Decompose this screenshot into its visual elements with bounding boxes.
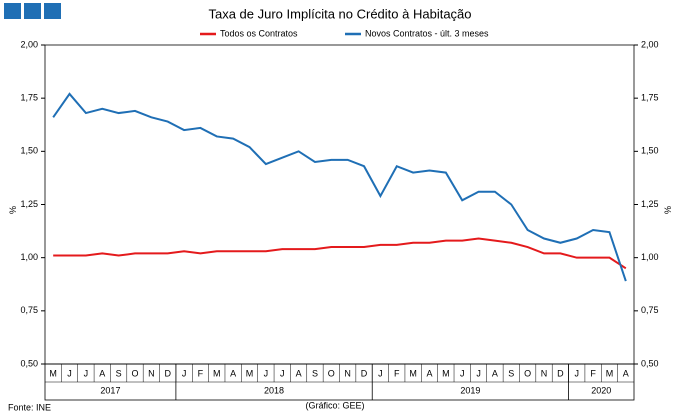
y2-tick-label: 0,75	[641, 305, 659, 315]
y-tick-label: 1,00	[20, 252, 38, 262]
x-tick-label: O	[524, 368, 531, 378]
x-tick-label: A	[426, 368, 432, 378]
logo-square	[4, 3, 21, 19]
y2-tick-label: 1,00	[641, 252, 659, 262]
legend-label: Novos Contratos - últ. 3 meses	[365, 28, 489, 38]
y2-axis-label: %	[663, 206, 673, 214]
x-tick-label: M	[442, 368, 450, 378]
logo-square	[44, 3, 61, 19]
x-tick-label: M	[606, 368, 614, 378]
y-axis-label: %	[8, 206, 18, 214]
x-tick-label: J	[378, 368, 383, 378]
x-tick-label: M	[49, 368, 57, 378]
series-line	[53, 237, 627, 270]
x-tick-label: M	[246, 368, 254, 378]
x-tick-label: F	[198, 368, 204, 378]
y-tick-label: 1,75	[20, 93, 38, 103]
x-tick-label: J	[280, 368, 285, 378]
y2-tick-label: 1,50	[641, 146, 659, 156]
source: Fonte: INE	[8, 402, 51, 412]
x-tick-label: J	[264, 368, 269, 378]
x-tick-label: F	[394, 368, 400, 378]
year-label: 2020	[591, 385, 611, 395]
year-label: 2018	[264, 385, 284, 395]
y2-tick-label: 1,75	[641, 93, 659, 103]
x-tick-label: J	[574, 368, 579, 378]
x-tick-label: F	[590, 368, 596, 378]
x-tick-label: S	[508, 368, 514, 378]
x-tick-label: D	[164, 368, 171, 378]
series-line	[52, 92, 627, 282]
legend-label: Todos os Contratos	[220, 28, 298, 38]
year-label: 2017	[100, 385, 120, 395]
x-tick-label: A	[623, 368, 629, 378]
y-tick-label: 2,00	[20, 39, 38, 49]
x-tick-label: O	[131, 368, 138, 378]
x-tick-label: J	[67, 368, 72, 378]
x-tick-label: N	[541, 368, 548, 378]
y-tick-label: 0,50	[20, 358, 38, 368]
y-tick-label: 1,50	[20, 146, 38, 156]
x-tick-label: N	[148, 368, 155, 378]
x-tick-label: A	[296, 368, 302, 378]
credit: (Gráfico: GEE)	[305, 400, 364, 410]
y-tick-label: 1,25	[20, 199, 38, 209]
x-tick-label: A	[99, 368, 105, 378]
x-tick-label: D	[557, 368, 564, 378]
x-tick-label: M	[409, 368, 417, 378]
x-tick-label: D	[361, 368, 368, 378]
y2-tick-label: 0,50	[641, 358, 659, 368]
plot-frame	[44, 44, 635, 365]
x-tick-label: S	[312, 368, 318, 378]
x-tick-label: N	[344, 368, 351, 378]
year-label: 2019	[460, 385, 480, 395]
x-tick-label: S	[116, 368, 122, 378]
x-tick-label: J	[182, 368, 187, 378]
y2-tick-label: 1,25	[641, 199, 659, 209]
x-tick-label: A	[492, 368, 498, 378]
x-tick-label: A	[230, 368, 236, 378]
y-tick-label: 0,75	[20, 305, 38, 315]
y2-tick-label: 2,00	[641, 39, 659, 49]
x-tick-label: J	[84, 368, 89, 378]
x-tick-label: O	[328, 368, 335, 378]
chart-title: Taxa de Juro Implícita no Crédito à Habi…	[208, 6, 471, 21]
x-tick-label: J	[460, 368, 465, 378]
x-tick-label: M	[213, 368, 221, 378]
x-tick-label: J	[476, 368, 481, 378]
logo-square	[24, 3, 41, 19]
